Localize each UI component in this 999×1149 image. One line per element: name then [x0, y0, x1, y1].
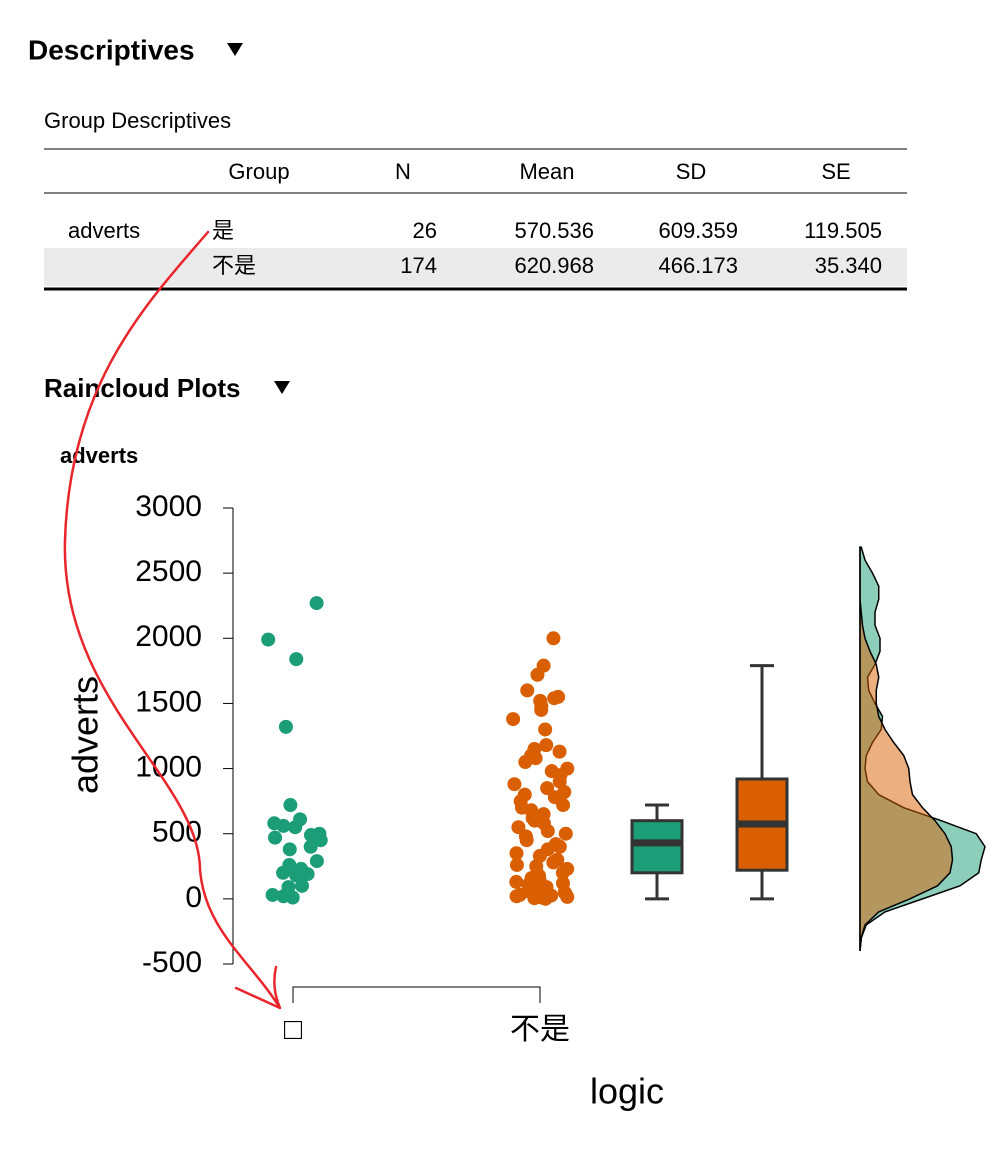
point [547, 691, 562, 706]
point [276, 865, 291, 880]
point [285, 890, 300, 905]
point [518, 755, 533, 770]
point [540, 781, 555, 796]
point [289, 868, 304, 883]
table-cell: 620.968 [514, 253, 594, 278]
y-tick-label: 1500 [135, 685, 202, 718]
point [546, 631, 561, 646]
point [282, 842, 297, 857]
collapse-toggle[interactable] [227, 43, 243, 56]
y-tick-label: -500 [142, 946, 202, 979]
point [546, 855, 561, 870]
table-cell: 174 [400, 253, 437, 278]
y-tick-label: 2500 [135, 555, 202, 588]
column-header: Group [228, 159, 289, 184]
y-tick-label: 500 [152, 816, 202, 849]
point [538, 722, 553, 737]
table-cell: 119.505 [804, 218, 882, 243]
x-axis-label: logic [590, 1071, 664, 1112]
y-axis-label: adverts [65, 676, 106, 794]
point [265, 887, 280, 902]
table-cell: 609.359 [658, 218, 738, 243]
y-tick-label: 2000 [135, 620, 202, 653]
column-header: Mean [519, 159, 574, 184]
point [520, 683, 535, 698]
point [295, 878, 310, 893]
point [552, 839, 567, 854]
point [509, 857, 524, 872]
point [313, 833, 328, 848]
point [309, 854, 324, 869]
x-tick-label: □ [284, 1013, 303, 1046]
point [278, 719, 293, 734]
box [630, 819, 684, 875]
column-header: SD [676, 159, 707, 184]
table-title: Group Descriptives [44, 108, 231, 133]
section-title: Raincloud Plots [44, 373, 240, 403]
point [283, 798, 298, 813]
point [540, 824, 555, 839]
point [552, 774, 567, 789]
point [507, 777, 522, 792]
table-cell: 26 [413, 218, 437, 243]
plot-title: adverts [60, 443, 138, 468]
density [859, 547, 954, 952]
point [506, 712, 521, 727]
point [303, 839, 318, 854]
point [539, 738, 554, 753]
collapse-toggle[interactable] [274, 381, 290, 394]
point [509, 846, 524, 861]
point [560, 889, 575, 904]
table-cell: 是 [212, 218, 234, 243]
point [289, 652, 304, 667]
table-cell: 466.173 [658, 253, 738, 278]
x-tick-label: 不是 [510, 1013, 570, 1046]
table-cell: adverts [68, 218, 140, 243]
point [509, 874, 524, 889]
row-shade [44, 248, 907, 286]
y-tick-label: 0 [185, 881, 202, 914]
point [555, 865, 570, 880]
annotation-arrow [63, 230, 282, 1010]
y-tick-label: 3000 [135, 490, 202, 523]
table-cell: 35.340 [815, 253, 882, 278]
y-tick-label: 1000 [135, 750, 202, 783]
point [556, 798, 571, 813]
point [300, 867, 315, 882]
point [288, 820, 303, 835]
table-cell: 不是 [212, 253, 256, 278]
point [519, 833, 534, 848]
point [276, 818, 291, 833]
point [261, 632, 276, 647]
column-header: N [395, 159, 411, 184]
point [309, 596, 324, 611]
section-title: Descriptives [28, 34, 195, 65]
point [509, 889, 524, 904]
column-header: SE [821, 159, 850, 184]
point [538, 891, 553, 906]
table-cell: 570.536 [514, 218, 594, 243]
point [534, 702, 549, 717]
point [552, 744, 567, 759]
point [527, 891, 542, 906]
point [268, 830, 283, 845]
x-axis [292, 986, 541, 1003]
point [530, 667, 545, 682]
point [558, 826, 573, 841]
